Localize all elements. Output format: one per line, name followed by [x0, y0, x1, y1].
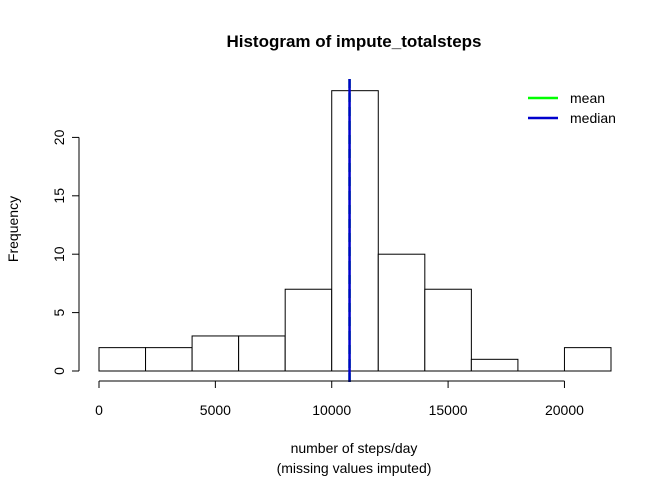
- x-axis: 0 5000 10000 15000 20000: [95, 380, 584, 418]
- x-axis-label: number of steps/day: [291, 440, 418, 456]
- histogram-bars: [98, 90, 612, 372]
- legend-label-mean: mean: [570, 90, 605, 106]
- x-axis-label-line2: (missing values imputed): [277, 460, 432, 476]
- x-tick-label-15000: 15000: [429, 402, 468, 418]
- histogram-bar-0: [98, 347, 147, 372]
- y-axis-label: Frequency: [5, 196, 21, 262]
- histogram-bar-2: [191, 335, 240, 372]
- y-tick-label-20: 20: [51, 129, 67, 145]
- y-tick-label-5: 5: [51, 308, 67, 316]
- y-tick-label-10: 10: [51, 246, 67, 262]
- x-tick-label-0: 0: [95, 402, 103, 418]
- legend-label-median: median: [570, 110, 616, 126]
- y-axis: 0 5 10 15 20: [51, 129, 80, 375]
- histogram-bar-5: [331, 90, 379, 372]
- histogram-bar-8: [470, 358, 519, 372]
- x-tick-label-5000: 5000: [200, 402, 231, 418]
- legend: mean median: [528, 90, 616, 126]
- histogram-bar-10: [563, 347, 612, 372]
- y-tick-label-0: 0: [51, 367, 67, 375]
- histogram-bar-6: [377, 253, 426, 372]
- x-tick-label-10000: 10000: [312, 402, 351, 418]
- y-tick-label-15: 15: [51, 188, 67, 204]
- histogram-bar-1: [145, 347, 193, 372]
- histogram-bar-4: [284, 288, 333, 372]
- histogram-bar-3: [238, 335, 286, 372]
- x-tick-label-20000: 20000: [545, 402, 584, 418]
- chart-title: Histogram of impute_totalsteps: [226, 32, 481, 51]
- histogram-bar-7: [424, 288, 472, 372]
